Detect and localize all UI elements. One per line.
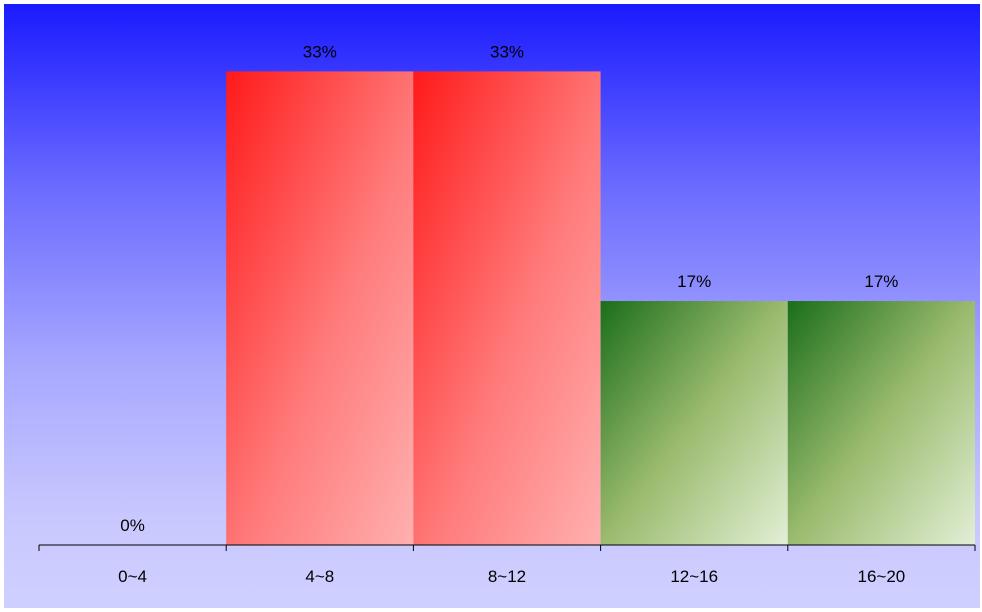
value-label: 0% <box>120 516 145 535</box>
labels-layer: 0% 0~4 33% 4~8 33% 8~12 17% 12~16 17% 16~20 <box>118 42 905 586</box>
category-label: 12~16 <box>670 567 718 586</box>
value-label: 33% <box>490 42 524 61</box>
x-axis <box>38 544 976 551</box>
category-label: 16~20 <box>858 567 906 586</box>
value-label: 33% <box>303 42 337 61</box>
bar-8~12 <box>413 71 601 545</box>
bar-16~20 <box>787 301 975 545</box>
category-label: 8~12 <box>488 567 526 586</box>
bar-12~16 <box>600 301 788 545</box>
value-label: 17% <box>864 272 898 291</box>
bars-layer <box>226 71 975 545</box>
value-label: 17% <box>677 272 711 291</box>
category-label: 4~8 <box>305 567 334 586</box>
bar-4~8 <box>226 71 414 545</box>
category-label: 0~4 <box>118 567 147 586</box>
